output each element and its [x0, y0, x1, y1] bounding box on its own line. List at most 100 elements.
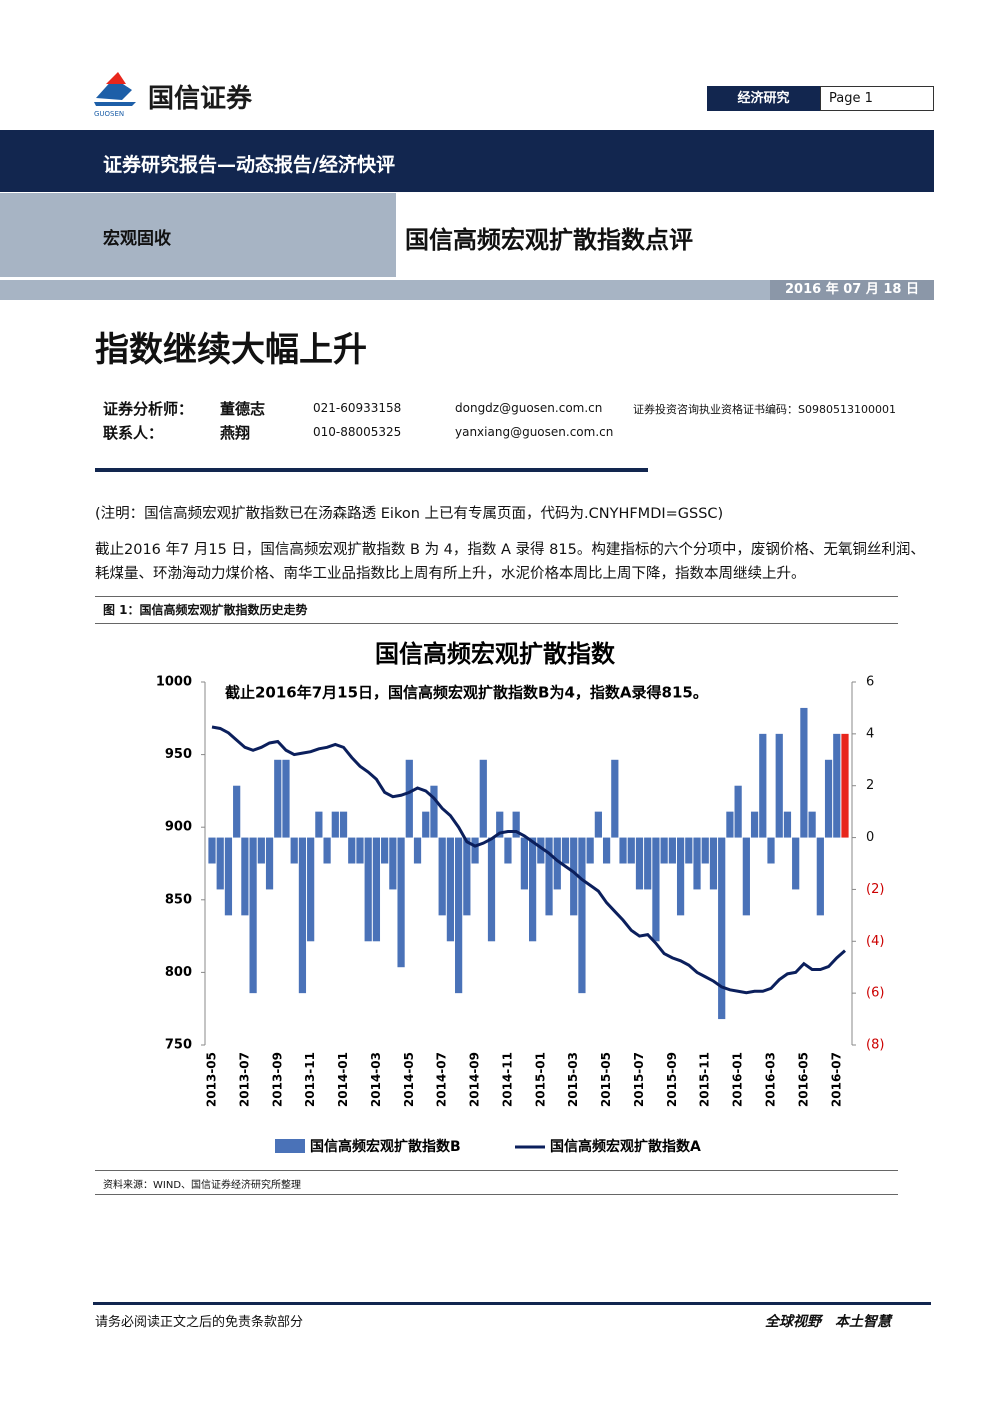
bar: [274, 759, 282, 838]
bar: [734, 785, 742, 838]
bar: [438, 837, 446, 916]
y2-tick-label: (4): [866, 934, 884, 949]
x-tick-label: 2014-09: [468, 1052, 482, 1107]
y-tick-label: 850: [165, 892, 192, 907]
y2-tick-label: 6: [866, 675, 874, 690]
bar: [487, 837, 496, 942]
contact-phone: 010-88005325: [313, 425, 402, 439]
bar: [553, 837, 561, 890]
bar: [430, 785, 438, 838]
bar: [298, 837, 307, 994]
bar: [233, 785, 241, 838]
bar: [693, 837, 701, 890]
section-tag: 经济研究: [707, 86, 820, 111]
bar: [307, 837, 315, 942]
rule: [95, 623, 898, 624]
divider: [95, 468, 648, 472]
x-tick-label: 2014-03: [369, 1052, 383, 1107]
bar: [241, 837, 249, 916]
category-band: [0, 193, 396, 277]
analyst-phone: 021-60933158: [313, 401, 402, 415]
bar: [364, 837, 372, 942]
bar: [381, 837, 389, 864]
bar: [775, 733, 783, 838]
bar: [372, 837, 381, 942]
bar: [479, 759, 487, 838]
bar: [446, 837, 455, 942]
x-tick-label: 2014-11: [500, 1052, 514, 1107]
legend-swatch: [275, 1139, 305, 1153]
bar: [348, 837, 356, 864]
analyst-cert: 证券投资咨询执业资格证书编码：S0980513100001: [633, 403, 896, 416]
bar: [331, 811, 339, 838]
rule: [95, 1170, 898, 1171]
rule: [95, 596, 898, 597]
bar: [709, 837, 718, 890]
bar: [652, 837, 660, 942]
bar: [685, 837, 693, 864]
x-tick-label: 2016-05: [796, 1052, 810, 1107]
bar: [586, 837, 594, 864]
chart: 国信高频宏观扩散指数 750 800 850 900 950 1000 (8) (6) (4) (2…: [156, 640, 885, 1155]
contact-role: 联系人：: [103, 424, 164, 442]
bar: [496, 811, 504, 838]
bar: [561, 837, 570, 864]
bar: [389, 837, 397, 890]
bar: [792, 837, 800, 890]
bar: [463, 837, 471, 916]
bar: [676, 837, 685, 916]
bar: [520, 837, 528, 890]
bar: [783, 811, 792, 838]
bar: [602, 837, 611, 864]
bar: [405, 759, 413, 838]
x-tick-label: 2013-07: [237, 1052, 251, 1107]
bar: [611, 759, 619, 838]
category: 宏观固收: [103, 229, 171, 249]
contact-name: 燕翔: [220, 424, 251, 442]
page-number: Page 1: [820, 86, 934, 111]
bar: [824, 759, 833, 838]
bar: [701, 837, 709, 864]
y2-tick-label: 0: [866, 830, 874, 845]
bar: [660, 837, 668, 864]
chart-title: 国信高频宏观扩散指数: [375, 640, 616, 668]
bar: [537, 837, 545, 864]
footer-left: 请务必阅读正文之后的免责条款部分: [95, 1315, 304, 1330]
y2-tick-label: (2): [866, 882, 884, 897]
x-tick-label: 2014-05: [402, 1052, 416, 1107]
bar: [800, 707, 808, 838]
footer-right: 全球视野 本土智慧: [765, 1314, 891, 1330]
bar: [726, 811, 734, 838]
bar: [759, 733, 767, 838]
banner-text: 证券研究报告—动态报告/经济快评: [103, 154, 395, 176]
x-tick-label: 2015-11: [698, 1052, 712, 1107]
bar: [841, 733, 849, 838]
legend-label: 国信高频宏观扩散指数B: [310, 1138, 461, 1155]
bar: [808, 811, 816, 838]
x-tick-label: 2014-01: [336, 1052, 350, 1107]
bar: [529, 837, 537, 942]
y2-tick-label: 4: [866, 726, 874, 741]
x-tick-label: 2013-11: [303, 1052, 317, 1107]
bar: [742, 837, 750, 916]
bar: [356, 837, 364, 864]
y-tick-label: 950: [165, 747, 192, 762]
bar: [471, 837, 479, 864]
bar: [833, 733, 841, 838]
bar: [750, 811, 759, 838]
date: 2016 年 07 月 18 日: [770, 280, 934, 300]
y2-tick-label: (6): [866, 986, 884, 1001]
bar: [422, 811, 430, 838]
bar: [282, 759, 290, 838]
legend-label: 国信高频宏观扩散指数A: [550, 1138, 701, 1155]
x-tick-label: 2015-09: [665, 1052, 679, 1107]
bar: [208, 837, 216, 864]
bar: [455, 837, 463, 994]
analyst-email: dongdz@guosen.com.cn: [455, 401, 603, 415]
analyst-role: 证券分析师：: [103, 400, 194, 418]
x-tick-label: 2016-01: [731, 1052, 745, 1107]
bar: [216, 837, 224, 890]
x-tick-label: 2015-07: [632, 1052, 646, 1107]
bar: [413, 837, 422, 864]
